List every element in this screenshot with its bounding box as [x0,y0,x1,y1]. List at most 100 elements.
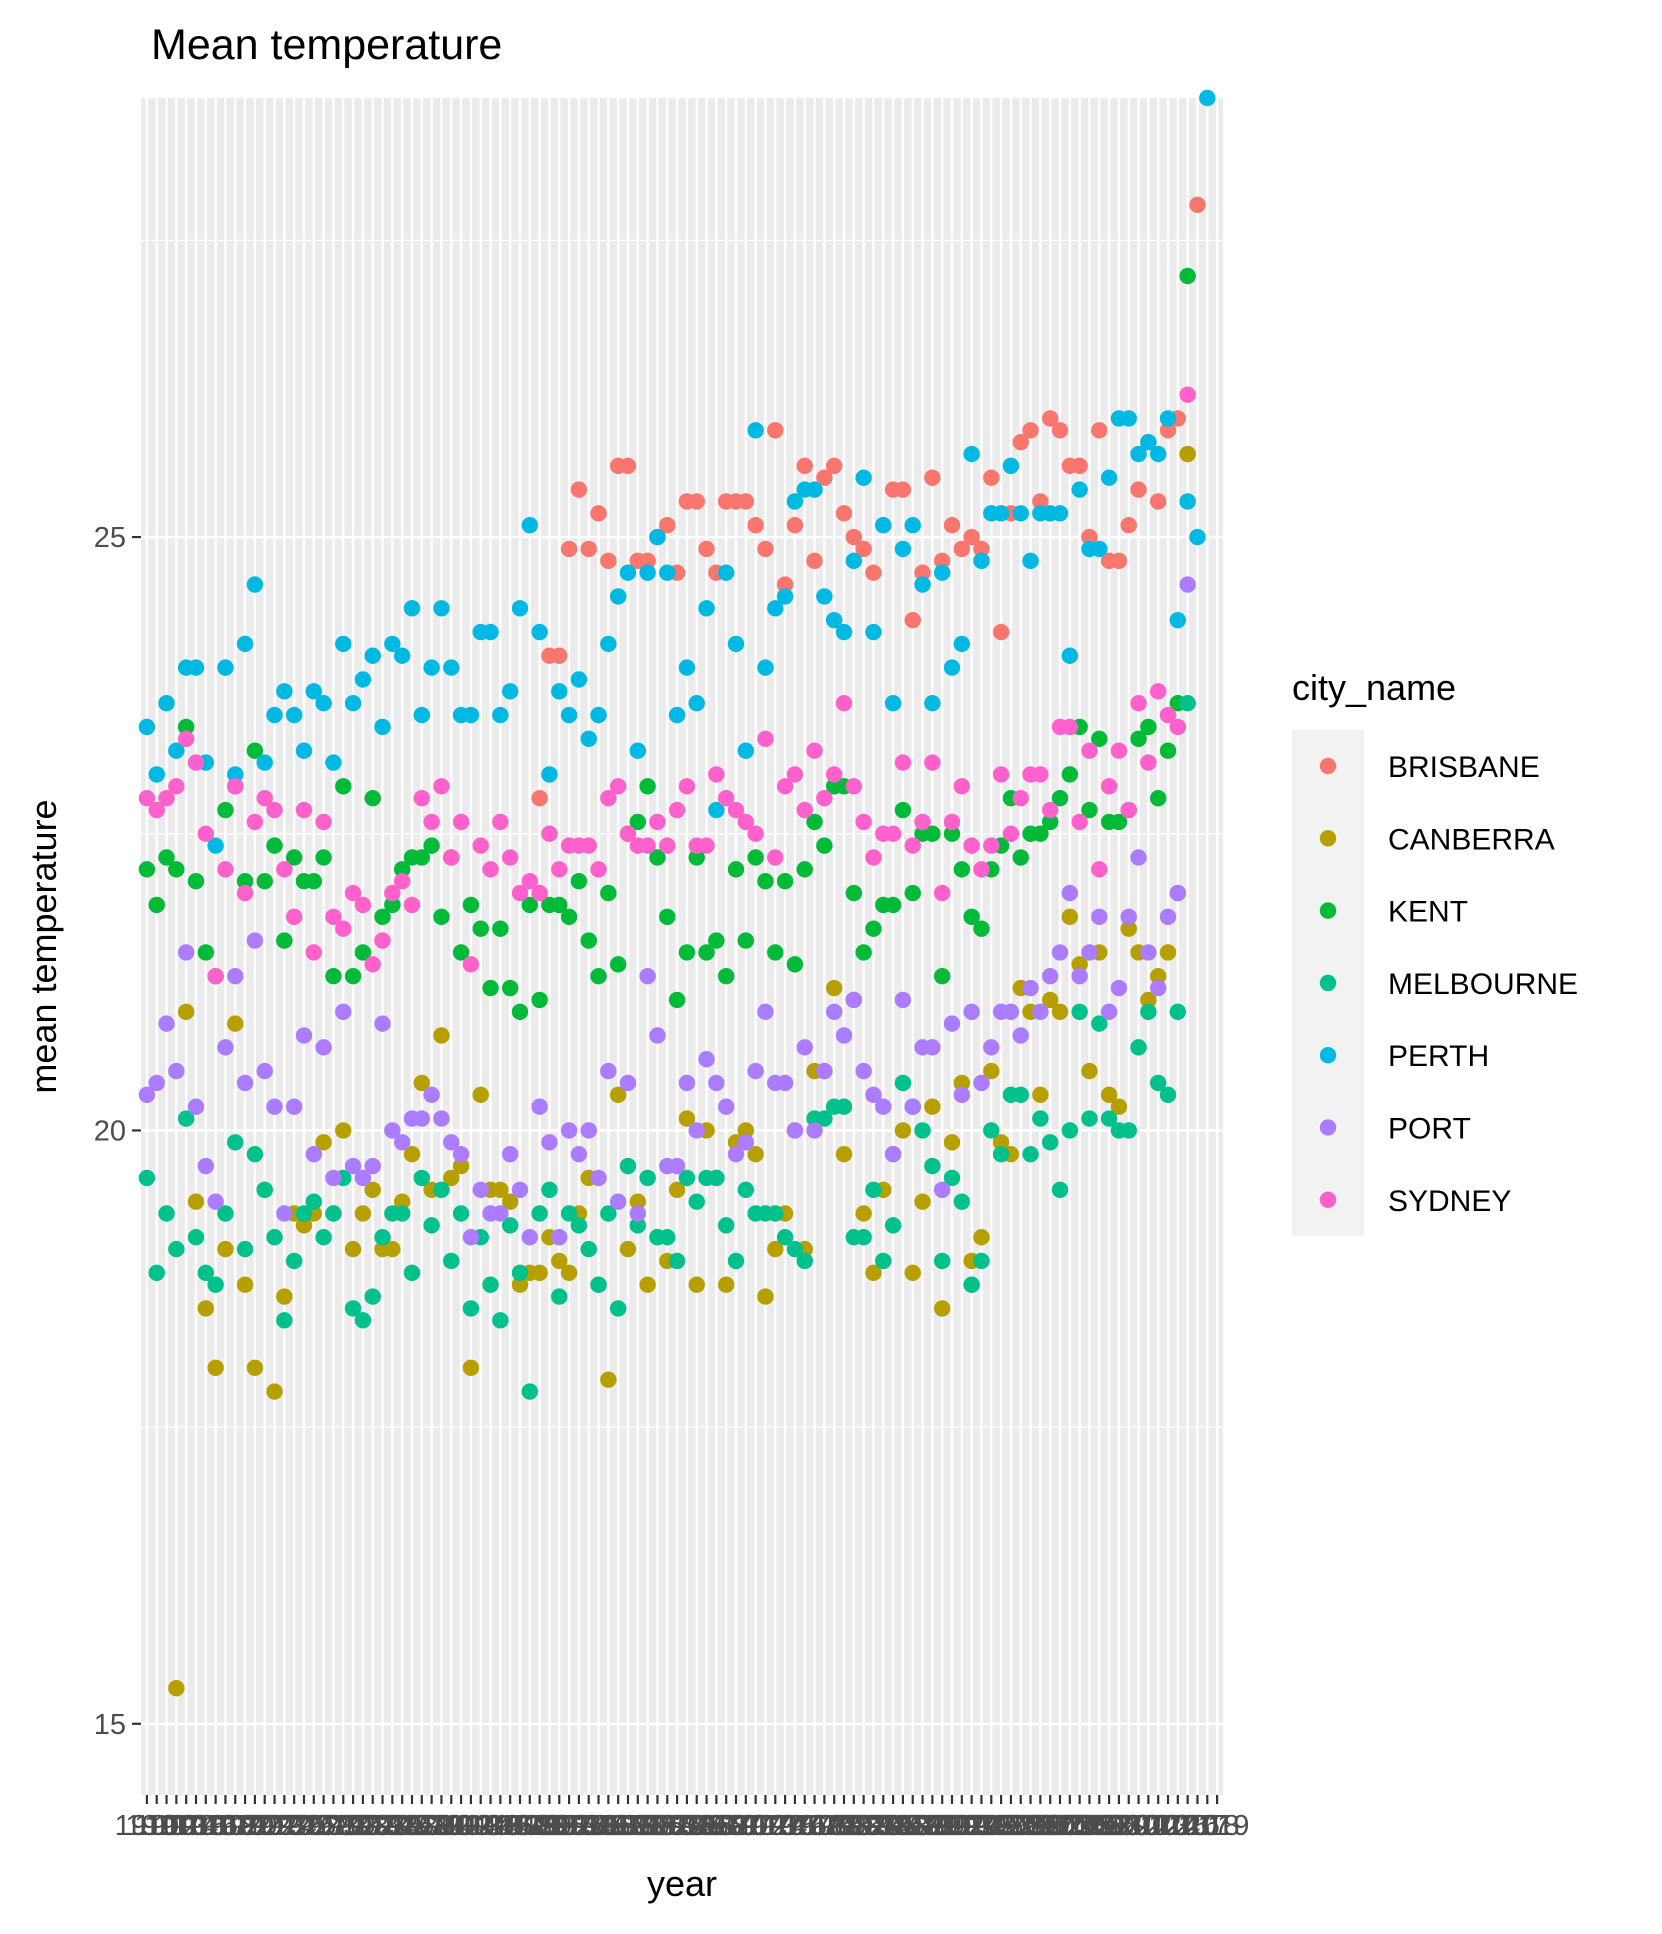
data-point [501,1145,519,1163]
data-point [1179,576,1196,593]
data-point [1041,1134,1059,1151]
data-point [501,1193,519,1210]
data-point [609,588,627,605]
data-point [983,469,1000,486]
data-point [639,967,656,985]
data-point [973,1229,990,1246]
data-point [668,991,686,1009]
legend-item-brisbane: BRISBANE [1319,751,1540,784]
data-point [1140,944,1157,961]
data-point [236,1074,254,1092]
data-point [1091,422,1108,439]
data-point [1130,1039,1147,1056]
data-point [305,1193,323,1210]
data-point [541,1134,558,1151]
x-tick-label: 1976 [763,1810,828,1842]
data-point [1012,1027,1029,1044]
data-point [1051,944,1069,961]
data-point [884,896,902,914]
legend-label: BRISBANE [1388,751,1540,784]
data-point [384,884,401,902]
data-point [924,754,941,771]
data-point [845,884,863,902]
data-point [177,718,195,736]
x-tick-label: 1962 [625,1810,690,1842]
data-point [816,588,833,605]
data-point [767,849,784,866]
x-tick-label: 1954 [547,1810,612,1842]
data-point [462,1300,480,1317]
data-point [845,778,863,795]
data-point [776,576,794,593]
data-point [1179,695,1196,712]
data-point [570,1145,588,1163]
data-point [894,540,912,558]
data-point [1120,908,1137,926]
data-point [364,647,381,664]
data-point [924,1098,941,1115]
data-point [217,1205,234,1222]
data-point [158,849,175,866]
x-tick-label: 1930 [311,1810,376,1842]
data-point [256,789,273,807]
data-point [1140,754,1157,771]
data-point [187,1229,205,1246]
data-point [443,1252,460,1270]
data-point [757,540,774,558]
x-tick-label: 1919 [203,1810,268,1842]
data-point [992,505,1010,522]
x-tick-label: 1943 [439,1810,504,1842]
x-tick-label: 1945 [458,1810,523,1842]
data-point [325,1205,342,1222]
data-point [1130,445,1147,463]
data-point [403,1264,421,1282]
data-point [816,469,833,486]
data-point [796,1252,813,1270]
x-axis: 1910191119121913191419151916191719181919… [115,1795,1249,1842]
data-point [717,1098,735,1115]
data-point [433,1110,450,1127]
data-point [1140,991,1157,1009]
x-tick-label: 1975 [753,1810,818,1842]
data-point [855,1062,872,1080]
data-point [501,979,519,997]
data-point [158,695,175,712]
data-point [1002,457,1020,475]
data-point [187,659,205,676]
data-point [717,967,735,985]
x-tick-label: 1978 [782,1810,847,1842]
data-point [688,849,705,866]
data-point [796,801,813,819]
data-point [531,884,548,902]
data-point [1149,789,1167,807]
x-tick-label: 1981 [812,1810,877,1842]
data-point [825,766,843,783]
data-point [894,801,912,819]
x-tick-label: 2007 [1067,1810,1132,1842]
data-point [737,813,755,831]
x-tick-label: 2010 [1096,1810,1161,1842]
data-point [894,1074,912,1092]
data-point [992,766,1010,783]
data-point [796,1039,813,1056]
series-sydney [138,386,1196,985]
data-point [315,849,332,866]
data-point [835,1027,853,1044]
x-tick-label: 1942 [429,1810,494,1842]
data-point [197,825,215,842]
data-point [943,813,961,831]
data-point [708,766,725,783]
data-point [217,1240,234,1258]
data-point [1041,967,1059,985]
legend-item-perth: PERTH [1319,1040,1489,1073]
data-point [659,908,676,926]
legend-label: CANBERRA [1388,823,1555,856]
data-point [276,1205,293,1222]
data-point [678,1110,696,1127]
data-point [227,778,244,795]
data-point [933,564,951,581]
data-point [541,766,558,783]
x-tick-label: 1911 [126,1810,188,1842]
data-point [708,932,725,949]
legend-label: MELBOURNE [1388,968,1578,1001]
